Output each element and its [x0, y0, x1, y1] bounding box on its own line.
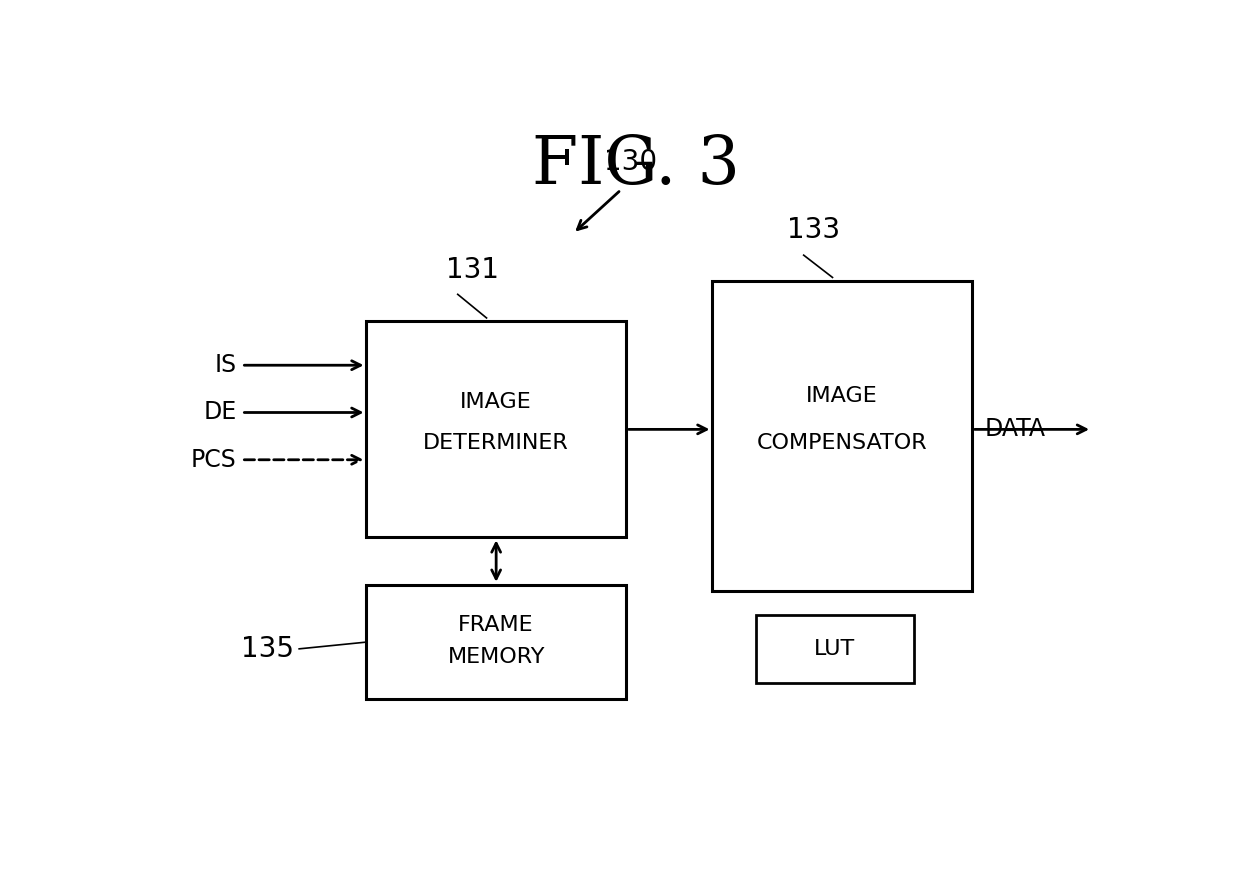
Bar: [367, 585, 626, 700]
Text: COMPENSATOR: COMPENSATOR: [756, 433, 928, 453]
Bar: [367, 321, 626, 538]
Text: 133: 133: [786, 216, 839, 244]
Text: IMAGE: IMAGE: [460, 392, 532, 412]
Text: IS: IS: [215, 353, 237, 377]
Text: MEMORY: MEMORY: [448, 647, 544, 667]
Text: DE: DE: [203, 401, 237, 424]
Text: 131: 131: [445, 256, 498, 284]
Text: IMAGE: IMAGE: [806, 386, 878, 406]
Bar: [712, 281, 972, 591]
Text: DETERMINER: DETERMINER: [423, 433, 569, 453]
Text: 130: 130: [604, 148, 657, 176]
Bar: [755, 615, 914, 682]
Text: DATA: DATA: [985, 417, 1045, 441]
Text: FIG. 3: FIG. 3: [532, 132, 739, 197]
Text: LUT: LUT: [815, 638, 856, 659]
Text: FRAME: FRAME: [459, 615, 534, 635]
Text: 135: 135: [242, 635, 294, 663]
Text: PCS: PCS: [191, 448, 237, 472]
